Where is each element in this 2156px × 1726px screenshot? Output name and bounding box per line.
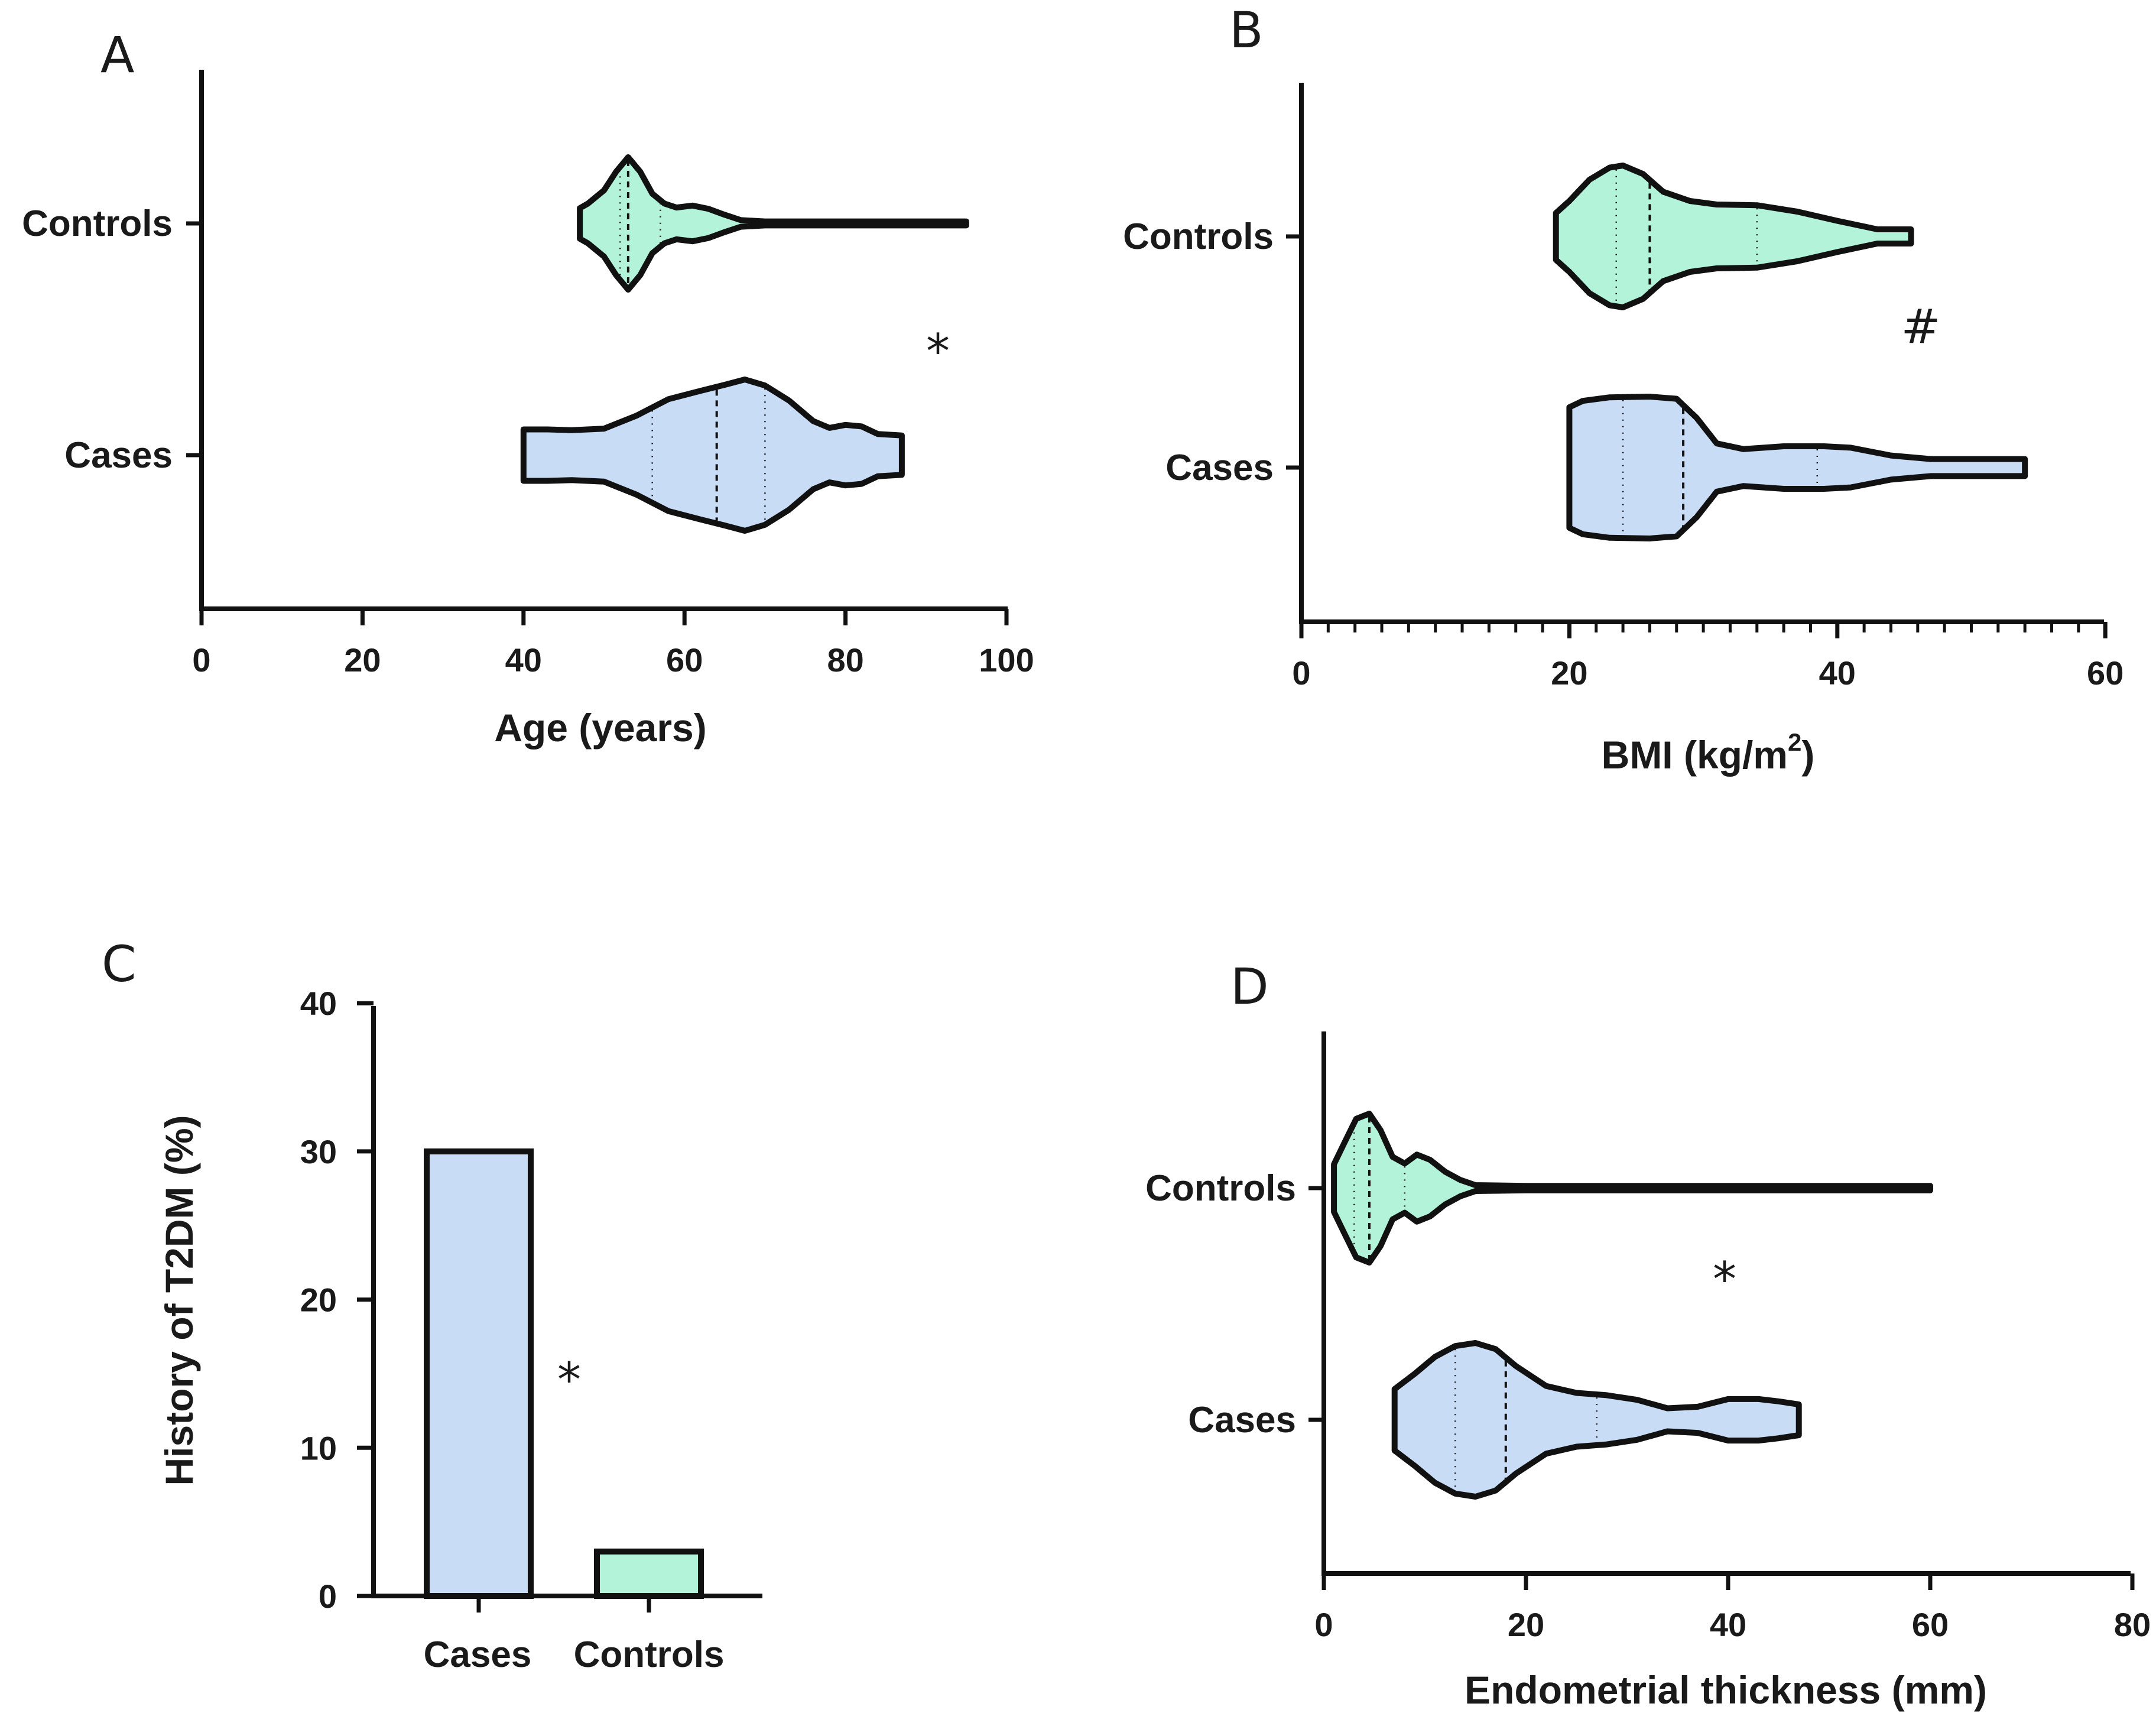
panel-b-bmi-violin: B 0 20 40 60 Controls Cases BMI (kg/m2) …: [1123, 1, 2123, 777]
panel-a-x-tick-label: 80: [827, 641, 863, 679]
panel-a-cases-violin-body: [520, 377, 905, 534]
panel-a-x-ticks: [199, 609, 1009, 625]
panel-a-age-violin: A 0 20 40 60 80 100 Controls Cases Age (…: [22, 26, 1034, 750]
panel-b-x-axis-label-main: BMI (kg/m: [1602, 733, 1788, 777]
panel-c-bar-cases: [424, 1148, 534, 1599]
panel-b-letter: B: [1229, 1, 1264, 59]
panel-c-y-tick-label: 10: [300, 1429, 337, 1467]
panel-a-x-tick-label: 40: [505, 641, 542, 679]
panel-a-significance-marker: *: [926, 324, 950, 379]
panel-a-category-controls: Controls: [22, 203, 173, 244]
panel-d-category-controls: Controls: [1145, 1168, 1296, 1209]
panel-c-category-cases: Cases: [424, 1634, 532, 1675]
panel-b-x-axis-label-end: ): [1801, 733, 1814, 777]
panel-d-x-ticks: [1321, 1573, 2135, 1590]
panel-c-y-tick-label: 20: [300, 1281, 337, 1319]
panel-b-x-tick-label: 0: [1292, 654, 1310, 692]
panel-b-category-controls: Controls: [1123, 216, 1274, 257]
panel-b-x-tick-label: 40: [1819, 654, 1856, 692]
panel-d-letter: D: [1230, 958, 1269, 1016]
panel-d-x-tick-label: 20: [1508, 1606, 1544, 1643]
panel-c-plot-area: [424, 1148, 704, 1600]
panel-d-significance-marker: *: [1713, 1252, 1736, 1307]
panel-c-y-tick-label: 30: [300, 1133, 337, 1170]
panel-c-y-axis-label: History of T2DM (%): [157, 1115, 201, 1486]
panel-c-y-tick-label: 40: [300, 985, 337, 1022]
panel-d-cases-violin-body: [1391, 1340, 1802, 1500]
panel-b-x-axis-label-sup: 2: [1788, 728, 1801, 756]
panel-c-bar-controls: [594, 1548, 704, 1600]
panel-d-x-tick-label: 80: [2114, 1606, 2151, 1643]
panel-b-cases-violin-body: [1566, 394, 2028, 541]
panel-b-category-cases: Cases: [1165, 447, 1274, 488]
panel-a-controls-violin-body: [577, 154, 969, 293]
panel-b-x-tick-label: 60: [2087, 654, 2123, 692]
panel-d-category-cases: Cases: [1188, 1400, 1296, 1441]
panel-a-x-tick-label: 20: [344, 641, 381, 679]
panel-a-category-cases: Cases: [64, 435, 173, 476]
panel-d-x-tick-label: 40: [1710, 1606, 1746, 1643]
panel-b-x-ticks: [1299, 622, 2108, 638]
panel-c-y-tick-label: 0: [319, 1578, 337, 1615]
panel-b-plot-area: [1553, 163, 2028, 541]
panel-b-x-axis-label: BMI (kg/m2): [1602, 728, 1815, 777]
panel-d-plot-area: [1331, 1111, 1933, 1500]
panel-b-x-tick-label: 20: [1551, 654, 1587, 692]
panel-d-x-tick-label: 60: [1912, 1606, 1949, 1643]
panel-c-significance-marker: *: [557, 1352, 581, 1407]
panel-d-x-axis-label: Endometrial thickness (mm): [1465, 1668, 1987, 1712]
panel-a-plot-area: [520, 154, 969, 534]
panel-a-x-axis-label: Age (years): [494, 706, 707, 750]
panel-a-x-tick-label: 100: [979, 641, 1034, 679]
panel-d-x-tick-label: 0: [1314, 1606, 1333, 1643]
panel-d-endometrial-violin: D 0 20 40 60 80 Controls Cases Endometri…: [1145, 958, 2151, 1712]
panel-b-controls-violin-body: [1553, 163, 1914, 310]
panel-c-t2dm-bar: C 0 10 20 30 40 Cases Controls History o…: [102, 935, 762, 1675]
panel-a-letter: A: [100, 26, 134, 84]
panel-c-y-ticks: [357, 1001, 374, 1598]
panel-a-x-tick-label: 60: [666, 641, 703, 679]
panel-b-significance-marker: #: [1901, 299, 1940, 354]
panel-c-category-controls: Controls: [574, 1634, 725, 1675]
panel-c-letter: C: [102, 935, 137, 993]
panel-d-controls-violin-body: [1331, 1111, 1933, 1266]
panel-a-x-tick-label: 0: [192, 641, 210, 679]
